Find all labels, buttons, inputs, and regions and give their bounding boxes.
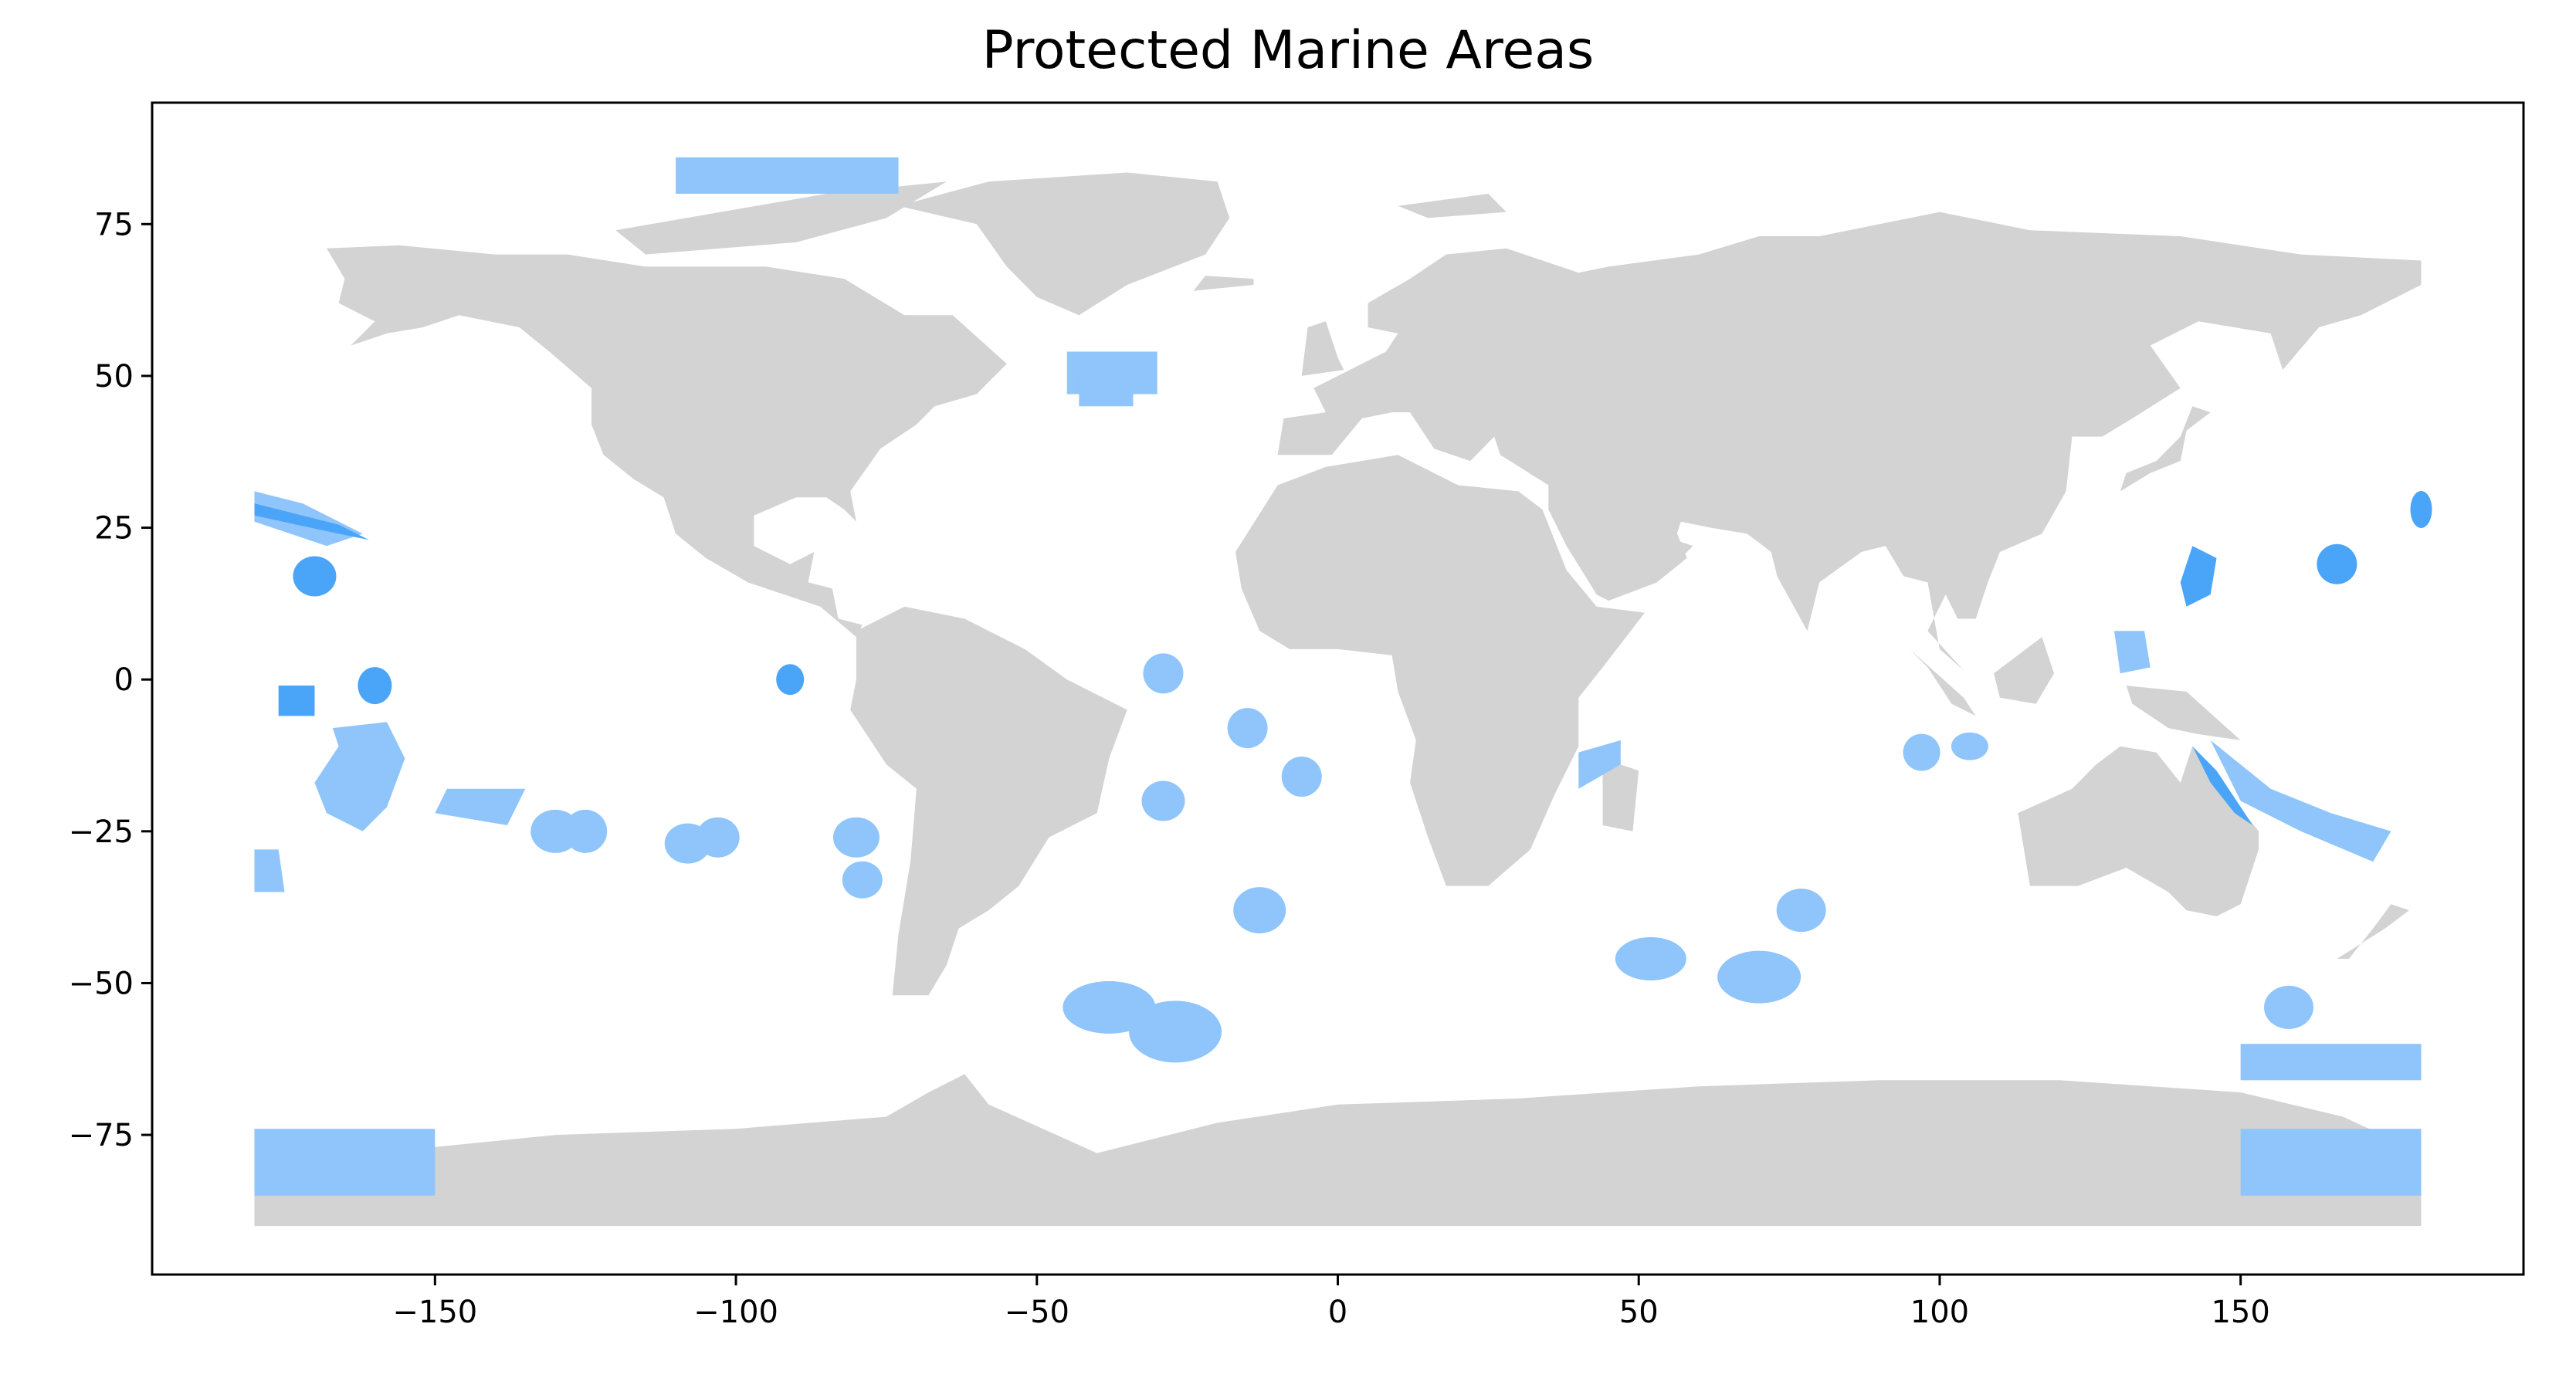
- mpa-cook-islands: [314, 722, 405, 831]
- mpa-palau: [2114, 631, 2151, 674]
- y-axis-ticks: 75 50 25 0 −25 −50 −75: [69, 207, 152, 1153]
- y-tick-label: −75: [69, 1118, 134, 1153]
- mpa-salas-y-gomez: [696, 817, 740, 858]
- land-iceland: [1193, 276, 1254, 291]
- land-antarctica: [254, 1074, 2422, 1227]
- x-tick-label: −50: [1005, 1295, 1069, 1330]
- mpa-cocos: [1903, 733, 1940, 771]
- mpa-st-helena: [1281, 757, 1322, 797]
- mpa-kermadec: [254, 849, 285, 892]
- mpa-marianas: [2180, 546, 2217, 607]
- x-tick-label: 100: [1910, 1295, 1969, 1330]
- mpa-south-sandwich: [1129, 1000, 1222, 1063]
- y-tick-label: 50: [94, 359, 134, 394]
- y-tick-label: 25: [94, 511, 134, 547]
- mpa-wake-island: [2317, 543, 2357, 584]
- protected-areas-layer: [254, 157, 2432, 1196]
- mpa-johnston-atoll: [293, 556, 337, 597]
- mpa-st-peter-paul: [1143, 653, 1184, 694]
- mpa-kerguelen: [1717, 950, 1802, 1004]
- land-australia: [2018, 746, 2259, 916]
- land-africa: [1235, 455, 1645, 886]
- mpa-arctic-canada: [676, 157, 899, 194]
- mpa-macquarie: [2264, 985, 2314, 1029]
- mpa-great-barrier-reef: [2192, 746, 2253, 825]
- land-south-america: [850, 606, 1127, 996]
- mpa-pitcairn-east: [564, 809, 608, 853]
- mpa-papahanaumokuakea-core: [254, 503, 369, 540]
- mpa-phoenix-islands: [278, 686, 315, 716]
- land-new-guinea: [2126, 686, 2241, 740]
- mpa-juan-fernandez: [842, 861, 883, 899]
- land-madagascar: [1602, 758, 1639, 831]
- land-svalbard: [1398, 194, 1507, 218]
- mpa-coral-sea: [2210, 740, 2391, 862]
- y-tick-label: 75: [94, 207, 134, 242]
- mpa-ross-sea-west: [254, 1129, 436, 1196]
- x-tick-label: 0: [1328, 1295, 1347, 1330]
- plot-area: [254, 157, 2432, 1227]
- land-sumatra: [1910, 648, 1976, 716]
- mpa-christmas-island: [1951, 732, 1988, 760]
- y-tick-label: 0: [114, 662, 134, 698]
- mpa-amsterdam: [1776, 889, 1826, 933]
- land-great-britain: [1301, 321, 1344, 376]
- land-arabia: [1560, 497, 1687, 601]
- land-japan: [2120, 406, 2211, 492]
- land-greenland: [898, 172, 1230, 316]
- mpa-antarctic-shelf: [2240, 1044, 2422, 1081]
- land-eurasia: [1277, 212, 2422, 671]
- x-tick-label: 50: [1619, 1295, 1659, 1330]
- mpa-mozambique-channel: [1578, 740, 1621, 789]
- x-tick-label: 150: [2211, 1295, 2269, 1330]
- y-tick-label: −50: [69, 966, 134, 1001]
- mpa-crozet: [1615, 937, 1686, 981]
- x-tick-label: −150: [392, 1295, 477, 1330]
- land-new-zealand: [2337, 904, 2409, 959]
- mpa-ascension: [1227, 708, 1268, 749]
- land-borneo: [1994, 637, 2054, 704]
- mpa-mid-atlantic: [1079, 375, 1134, 407]
- mpa-line-islands: [358, 667, 392, 705]
- land-layer: [254, 172, 2422, 1227]
- land-north-america: [327, 245, 1007, 638]
- mpa-tristan-da-cunha: [1233, 887, 1286, 934]
- x-axis-ticks: −150 −100 −50 0 50 100 150: [392, 1275, 2270, 1330]
- mpa-french-polynesia: [435, 788, 526, 825]
- mpa-desventuradas: [832, 817, 880, 858]
- y-tick-label: −25: [69, 814, 134, 850]
- mpa-trindade: [1141, 780, 1185, 821]
- mpa-midway-east: [2410, 490, 2432, 528]
- mpa-ross-sea-east: [2240, 1129, 2422, 1196]
- chart-title: Protected Marine Areas: [982, 20, 1595, 81]
- x-tick-label: −100: [693, 1295, 778, 1330]
- land-canadian-arctic-islands: [615, 181, 947, 255]
- mpa-galapagos: [776, 664, 805, 696]
